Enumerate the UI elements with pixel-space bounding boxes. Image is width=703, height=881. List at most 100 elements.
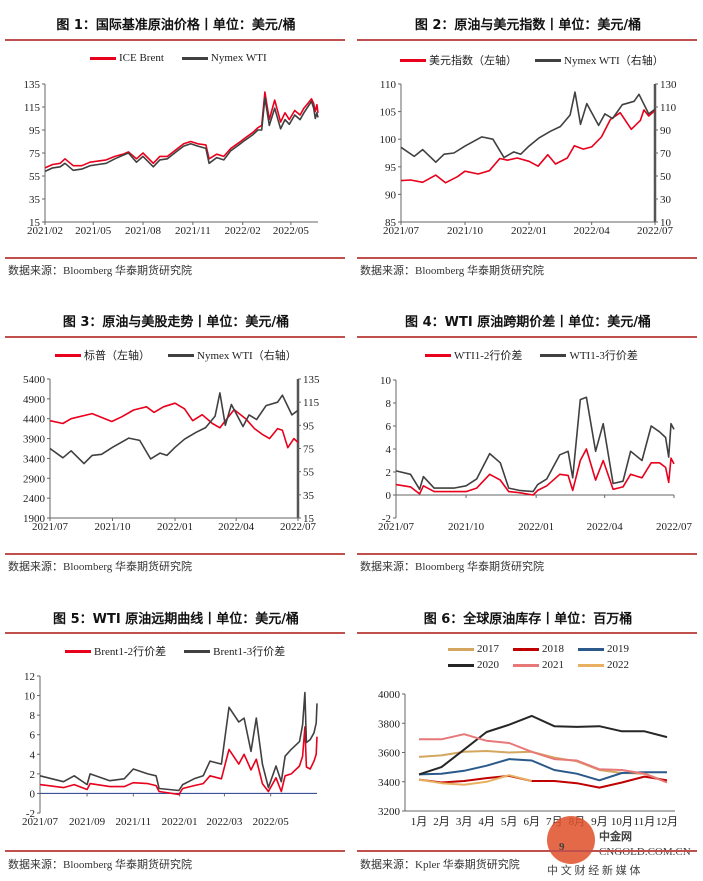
x-tick-label: 2021/02 [27,225,63,237]
y-tick-label: 0 [386,490,392,502]
chart-title: 图 1：国际基准原油价格丨单位：美元/桶 [56,18,296,33]
y-tick-label: 110 [380,79,397,91]
y2-tick-label: 70 [660,148,672,160]
y-tick-label: 55 [29,171,41,183]
y2-tick-label: 130 [660,79,677,91]
y-tick-label: 2900 [23,473,46,485]
x-tick-label: 2021/10 [448,521,485,533]
series-line-Nymex-WTI（右轴） [400,91,656,163]
y-tick-label: 4000 [378,689,401,701]
x-tick-label: 2022/03 [206,816,243,828]
chart-title: 图 6：全球原油库存丨单位：百万桶 [423,612,633,627]
legend: 标普（左轴） Nymex WTI（右轴） [55,347,297,363]
title-rule [5,336,345,338]
cngold-watermark: 9 中金网 CNGOLD.COM.CN 中 文 财 经 新 媒 体 [545,808,703,878]
y-tick-label: -2 [26,808,35,820]
series-line-标普（左轴） [49,402,299,449]
x-tick-label: 2022/01 [162,816,198,828]
legend-swatch [55,353,81,357]
x-tick-label: 5月 [501,816,518,828]
y2-tick-label: 30 [660,194,672,206]
chart-title: 图 4：WTI 原油跨期价差丨单位：美元/桶 [405,315,651,330]
y-tick-label: 5400 [23,374,46,386]
legend-swatch [90,56,116,60]
series-line-ICE-Brent [44,91,319,169]
y2-tick-label: 95 [303,420,315,432]
legend-swatch [65,649,91,653]
title-rule [357,336,697,338]
x-tick-label: 1月 [411,816,428,828]
y-tick-label: 4900 [23,394,46,406]
source-rule [357,257,697,259]
legend-label: 美元指数（左轴） [429,55,517,67]
series-line-Nymex-WTI（右轴） [49,392,299,465]
source-rule [5,257,345,259]
chart-title: 图 3：原油与美股走势丨单位：美元/桶 [62,315,290,330]
y-tick-label: 6 [30,730,36,742]
legend-swatch [184,649,211,653]
legend-item: ICE Brent [90,52,164,64]
x-tick-label: 2022/04 [218,521,255,533]
x-tick-label: 2022/04 [587,521,624,533]
legend-label: Brent1-2行价差 [94,646,167,658]
svg-text:中金网: 中金网 [599,829,632,843]
svg-text:9: 9 [559,841,565,853]
legend-item: 标普（左轴） [55,347,150,363]
legend-label: 2017 [477,643,499,655]
legend-swatch [168,353,194,357]
source-note: 数据来源：Kpler 华泰期货研究院 [360,859,520,871]
x-tick-label: 2021/07 [383,225,420,237]
y-tick-label: 90 [385,189,397,201]
x-tick-label: 2022/01 [518,521,554,533]
y-tick-label: 2400 [23,493,46,505]
y-tick-label: 3800 [378,718,401,730]
y-tick-label: 8 [30,710,36,722]
legend-item: Brent1-3行价差 [184,643,285,659]
x-tick-label: 2022/07 [656,521,693,533]
source-rule [5,553,345,555]
legend-label: 2021 [542,659,564,671]
legend-item: Nymex WTI（右轴） [168,347,297,363]
source-note: 数据来源：Bloomberg 华泰期货研究院 [360,265,545,277]
y-tick-label: 95 [29,125,41,137]
y-tick-label: 10 [24,691,36,703]
y-tick-label: 75 [29,148,41,160]
series-line-2018 [418,774,668,789]
chart-title: 图 2：原油与美元指数丨单位：美元/桶 [414,18,642,33]
x-tick-label: 2022/05 [253,816,290,828]
legend-item: 2022 [578,659,629,671]
series-line-WTI1-2行价差 [395,448,675,496]
legend-label: Nymex WTI（右轴） [564,55,664,67]
legend-swatch [400,58,426,62]
legend-label: 2018 [542,643,564,655]
legend-label: 2019 [607,643,629,655]
x-tick-label: 2022/07 [637,225,674,237]
legend-swatch [535,58,561,62]
legend-swatch [513,663,539,667]
y2-tick-label: 110 [660,102,677,114]
legend-label: Brent1-3行价差 [213,646,286,658]
legend-swatch [425,353,451,357]
x-tick-label: 2021/11 [116,816,152,828]
series-line-Brent1-2行价差 [39,726,318,796]
y2-tick-label: 90 [660,125,672,137]
legend: Brent1-2行价差 Brent1-3行价差 [65,643,285,659]
legend: WTI1-2行价差 WTI1-3行价差 [425,347,638,363]
y2-tick-label: 50 [660,171,672,183]
legend-item: 美元指数（左轴） [400,52,517,68]
y2-tick-label: 15 [303,513,315,525]
x-tick-label: 12月 [656,816,678,828]
legend-label: WTI1-3行价差 [569,350,638,362]
x-tick-label: 6月 [523,816,540,828]
legend-label: Nymex WTI [210,52,267,64]
source-rule [357,553,697,555]
x-tick-label: 2021/10 [447,225,484,237]
y-tick-label: 95 [385,162,397,174]
y-tick-label: 3200 [378,806,401,818]
title-rule [357,632,697,634]
legend-swatch [578,663,604,667]
y-tick-label: 85 [385,217,397,229]
y-tick-label: 15 [29,217,41,229]
